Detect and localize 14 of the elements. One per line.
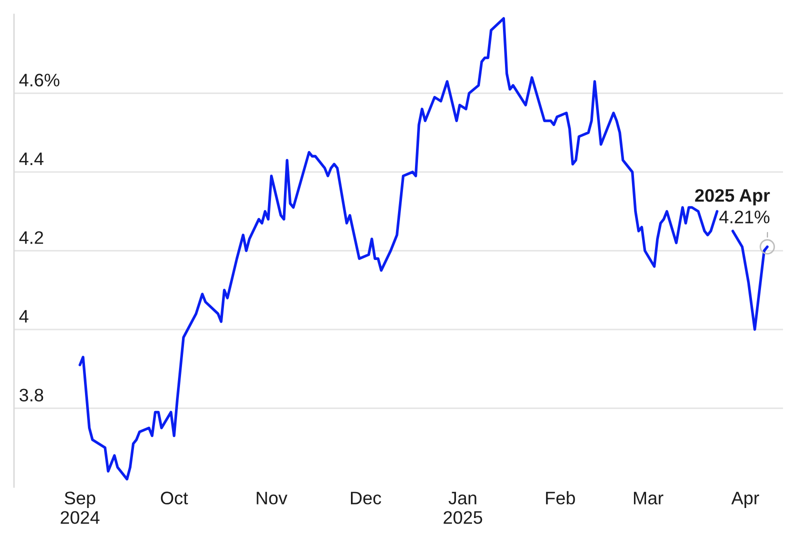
y-tick-label: 4.4: [19, 152, 44, 166]
x-tick-label: Mar: [634, 492, 664, 504]
y-tick-label: 4.2: [19, 231, 44, 244]
x-tick-label: Sep 2024: [60, 492, 100, 524]
x-tick-label: Nov: [256, 492, 288, 504]
x-tick-label: Dec: [350, 492, 382, 504]
y-tick-label: 4: [19, 310, 28, 323]
x-tick-label: Jan 2025: [444, 492, 482, 524]
annotation: 2025 Apr 4.21%: [695, 189, 770, 224]
y-tick-label: 3.8: [20, 388, 44, 402]
x-tick-label: Oct: [160, 492, 188, 504]
x-tick-label: Apr: [731, 492, 760, 508]
x-tick-label: Feb: [546, 491, 575, 504]
y-tick-label: 4.6%: [19, 74, 60, 86]
